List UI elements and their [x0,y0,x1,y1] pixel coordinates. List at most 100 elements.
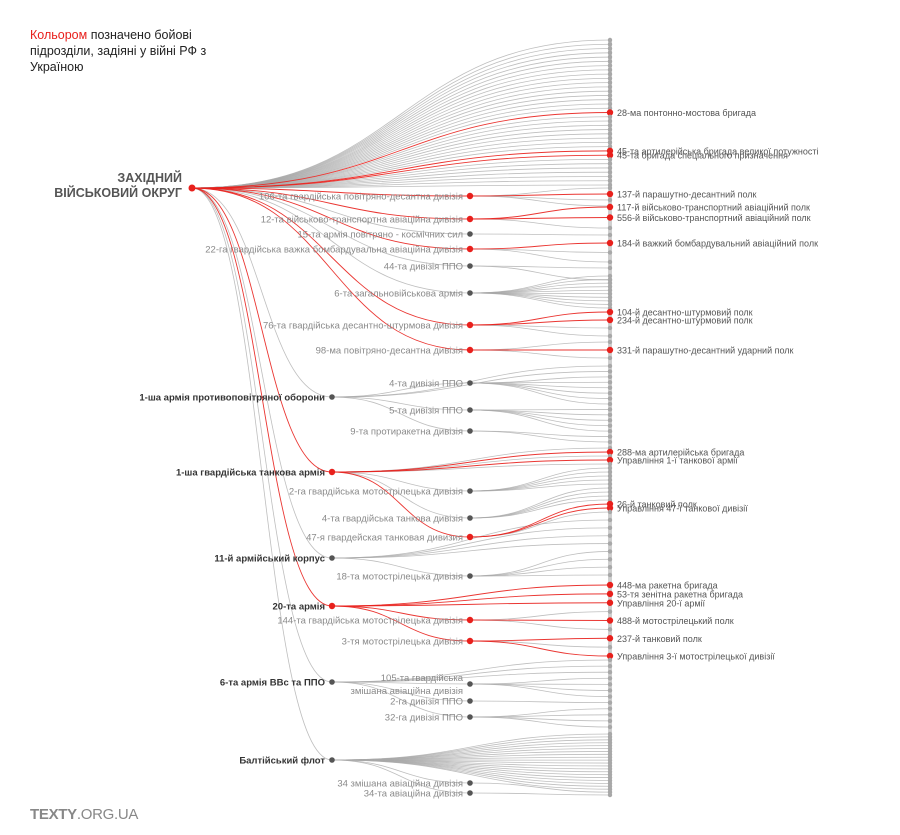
sub-leaf-link [469,507,611,538]
division-label: 44-та дивізія ППО [384,262,463,273]
division-leaf-link [469,248,611,263]
unit-marker [607,37,613,43]
subdivision-marker [467,380,473,386]
division-leaf-link [469,265,611,281]
root-leaf-link [191,52,611,189]
division-leaf-link [331,543,611,559]
unit-marker [607,225,613,231]
subdivision-marker [467,681,473,687]
unit-label: 117-й військово-транспортний авіаційний … [617,203,810,213]
unit-marker [607,706,613,711]
unit-marker [607,473,613,479]
active-unit-marker [606,308,614,316]
division-marker [467,231,473,237]
unit-marker [607,197,613,203]
unit-marker [607,135,613,141]
subdivision-marker [467,573,473,579]
unit-label: Управління 1-ї танкової армії [617,456,738,466]
subdivision-label: 32-га дивізія ППО [385,713,463,724]
army-label: 11-й армійський корпус [214,554,325,565]
unit-marker [607,144,613,149]
division-sub-link [331,681,471,702]
subdivision-label: 34-та авіаційна дивізія [364,789,463,800]
root-division-link [191,187,333,607]
unit-marker [607,273,613,279]
unit-marker [607,295,613,300]
subdivision-label: 105-та гвардійська змішана авіаційна диві… [351,673,464,697]
division-leaf-link [469,292,611,309]
unit-marker [607,157,613,162]
root-leaf-link [191,95,611,189]
unit-marker [607,67,613,73]
division-leaf-link [331,671,611,683]
division-marker [329,394,335,400]
unit-marker [607,106,613,111]
unit-marker [607,118,613,124]
unit-marker [607,165,613,171]
root-leaf-link [191,69,611,189]
unit-label: 237-й танковий полк [617,634,702,644]
sub-leaf-link [469,430,611,443]
unit-marker [607,525,613,531]
active-unit-marker [606,316,614,324]
unit-label: Управління 3-ї мотострілецької дивізії [617,652,775,662]
nodes-layer [188,37,614,798]
brand-rest: .ORG.UA [76,806,139,823]
unit-label: 488-й мотострілецький полк [617,616,734,626]
division-leaf-link [469,217,611,220]
subdivision-label: 5-та дивізія ППО [389,406,463,417]
unit-label: 28-ма понтонно-мостова бригада [617,108,756,118]
root-leaf-link [191,146,611,189]
sub-leaf-link [469,782,611,793]
division-sub-link [331,471,471,538]
division-label: 98-ма повітряно-десантна дивізія [316,346,463,357]
army-label: 1-ша армія противоповітряної оборони [139,393,325,404]
unit-marker [607,541,613,546]
unit-marker [607,50,613,55]
active-unit-marker [606,190,614,198]
division-leaf-link [469,193,611,197]
subdivision-label: 18-та мотострілецька дивізія [336,572,463,583]
division-leaf-link [469,265,611,269]
root-leaf-link [191,73,611,189]
unit-marker [607,250,613,255]
sub-leaf-link [469,574,611,577]
root-division-link [191,187,471,294]
unit-marker [607,123,613,128]
unit-marker [607,439,613,445]
division-leaf-link [469,289,611,294]
division-sub-link [331,681,471,718]
active-unit-marker [606,635,614,642]
active-unit-marker [606,617,614,624]
unit-marker [607,663,613,669]
sub-leaf-link [469,409,611,432]
unit-marker [607,333,613,339]
sub-leaf-link [469,499,611,519]
unit-marker [607,688,613,693]
root-leaf-link [191,39,611,189]
active-division-marker [466,245,474,253]
division-leaf-link [469,195,611,207]
legend-text: позначено бойові підрозділи, задіяні у в… [30,28,207,74]
unit-marker [607,407,613,412]
unit-marker [607,385,613,390]
sub-leaf-link [469,495,611,519]
unit-marker [607,724,613,730]
division-leaf-link [331,759,611,776]
sub-leaf-link [469,637,611,642]
legend-highlight: Кольором [30,28,88,42]
unit-marker [607,298,613,304]
division-label: 76-та гвардійська десантно-штурмова диві… [263,321,463,332]
unit-marker [607,481,613,487]
division-leaf-link [331,459,611,473]
unit-marker [607,80,613,85]
unit-marker [607,700,613,705]
root-division-link [191,187,471,197]
division-marker [467,290,473,296]
division-leaf-link [331,602,611,607]
unit-marker [607,564,613,570]
unit-marker [607,657,613,663]
sub-leaf-link [469,619,611,630]
unit-marker [607,374,613,380]
sub-leaf-link [469,619,611,621]
